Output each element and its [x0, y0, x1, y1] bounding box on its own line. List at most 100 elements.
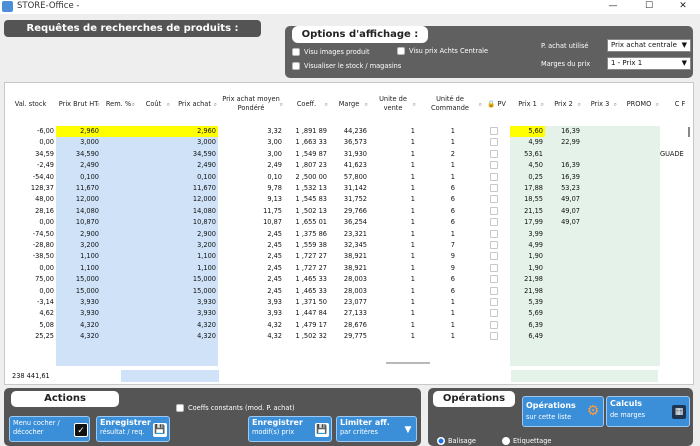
col-header-prix-brut[interactable]: Prix Brut HT ⌕	[58, 99, 100, 109]
col-header-pv[interactable]: 🔒 PV	[487, 99, 506, 108]
pv-checkbox[interactable]	[490, 332, 498, 341]
col-header-prix2[interactable]: Prix 2 ⌕	[554, 99, 581, 109]
radio-icon[interactable]	[502, 437, 510, 445]
search-icon[interactable]: ⌕	[577, 101, 581, 108]
table-row[interactable]: 34,59 34,590 34,590 3,00 1 ,549 87 31,930 1 2 53…	[5, 149, 693, 160]
table-row[interactable]: -38,50 1,100 1,100 2,45 1 ,727 27 38,921 1 9 1,9…	[5, 251, 693, 262]
table-row[interactable]: -3,14 3,930 3,930 3,93 1 ,371 50 23,077 1 1 5,39	[5, 297, 693, 308]
pv-checkbox[interactable]	[490, 149, 498, 158]
search-icon[interactable]: ⌕	[655, 101, 659, 108]
save-price-changes-button[interactable]: Enregistrer modif(s) prix 💾	[248, 416, 332, 442]
checkbox-icon[interactable]	[292, 62, 300, 70]
pv-checkbox[interactable]	[490, 172, 498, 181]
pv-checkbox[interactable]	[490, 241, 498, 249]
radio-balisage[interactable]: Balisage	[437, 436, 476, 446]
pv-checkbox[interactable]	[490, 320, 498, 329]
col-header-cout[interactable]: Coût ⌕	[145, 99, 170, 109]
col-header-prix1[interactable]: Prix 1 ⌕	[518, 99, 544, 109]
table-row[interactable]: 0,00 15,000 15,000 2,45 1 ,465 33 28,003 1 6 21,…	[5, 286, 693, 297]
pv-checkbox[interactable]	[490, 275, 498, 284]
table-row[interactable]: 0,00 3,000 3,000 3,00 1 ,663 33 36,573 1 1 4,99 2…	[5, 137, 693, 148]
marges-select[interactable]: 1 - Prix 1 ▼	[607, 57, 691, 70]
limit-display-button[interactable]: Limiter aff. par critères ▼	[336, 416, 417, 442]
search-icon[interactable]: ⌕	[613, 101, 617, 108]
menu-cocher-button[interactable]: Menu cocher / décocher ✓	[9, 416, 90, 442]
col-header-prix3[interactable]: Prix 3 ⌕	[590, 99, 617, 109]
col-header-coeff[interactable]: Coeff. ⌕	[296, 99, 328, 109]
checkbox-icon[interactable]	[176, 404, 184, 412]
pv-checkbox[interactable]	[490, 184, 498, 192]
search-icon[interactable]: ⌕	[412, 101, 416, 108]
table-row[interactable]: 28,16 14,080 14,080 11,75 1 ,502 13 29,766 1 6 2…	[5, 206, 693, 217]
table-row[interactable]: 25,25 4,320 4,320 4,32 1 ,502 32 29,775 1 1 6,49	[5, 331, 693, 342]
cell-marge: 38,921	[343, 263, 367, 272]
search-icon[interactable]: ⌕	[324, 101, 328, 108]
table-row[interactable]: 128,37 11,670 11,670 9,78 1 ,532 13 31,142 1 6 1…	[5, 183, 693, 194]
col-header-pmp[interactable]: Prix achat moyen Pondéré ⌕	[222, 95, 283, 112]
search-icon[interactable]: ⌕	[96, 101, 100, 108]
checkbox-icon[interactable]	[397, 47, 405, 55]
pv-checkbox[interactable]	[490, 252, 498, 261]
pv-checkbox[interactable]	[490, 309, 498, 318]
col-header-c[interactable]: C F	[674, 99, 686, 108]
save-result-button[interactable]: Enregistrer résultat / req. 💾	[96, 416, 170, 442]
search-icon[interactable]: ⌕	[478, 101, 482, 108]
pv-checkbox[interactable]	[490, 206, 498, 215]
pv-checkbox[interactable]	[490, 138, 498, 147]
visu-images-checkbox[interactable]: Visu images produit	[292, 47, 370, 57]
coeffs-constants-checkbox[interactable]: Coeffs constants (mod. P. achat)	[176, 404, 295, 413]
table-row[interactable]: -2,49 2,490 2,490 2,49 1 ,807 23 41,623 1 1 4,50…	[5, 160, 693, 171]
radio-etiquettage[interactable]: Etiquettage	[502, 436, 551, 446]
table-row[interactable]: 4,62 3,930 3,930 3,93 1 ,447 84 27,133 1 1 5,69	[5, 308, 693, 319]
cell-achat: 2,490	[197, 161, 216, 170]
table-row[interactable]: 48,00 12,000 12,000 9,13 1 ,545 83 31,752 1 6 18…	[5, 194, 693, 205]
cell-rem	[101, 194, 136, 205]
col-header-promo[interactable]: PROMO ⌕	[626, 99, 659, 109]
table-row[interactable]: -28,80 3,200 3,200 2,45 1 ,559 38 32,345 1 7 4,9…	[5, 240, 693, 251]
cell-uv: 1	[410, 127, 415, 135]
visualiser-stock-checkbox[interactable]: Visualiser le stock / magasins	[292, 61, 401, 71]
pv-checkbox[interactable]	[490, 127, 498, 135]
col-header-val-stock[interactable]: Val. stock	[14, 99, 47, 108]
vertical-scrollbar[interactable]	[688, 127, 690, 137]
pv-checkbox[interactable]	[490, 195, 498, 204]
visu-prix-achts-checkbox[interactable]: Visu prix Achts Centrale	[397, 46, 488, 56]
pv-checkbox[interactable]	[490, 286, 498, 295]
search-icon[interactable]: ⌕	[213, 101, 217, 108]
pv-checkbox[interactable]	[490, 218, 498, 227]
table-row[interactable]: 75,00 15,000 15,000 2,45 1 ,465 33 28,003 1 6 21…	[5, 274, 693, 285]
close-button[interactable]: ✕	[679, 1, 687, 11]
pv-checkbox[interactable]	[490, 229, 498, 238]
cell-uv: 1	[410, 229, 415, 238]
col-header-prix-achat[interactable]: Prix achat ⌕	[178, 99, 217, 109]
radio-selected-icon[interactable]	[437, 437, 445, 445]
cell-coeff: 1 ,532 13	[295, 184, 327, 192]
cell-p1: 53,61	[524, 149, 543, 158]
operations-button[interactable]: Opérations sur cette liste ⚙	[522, 396, 604, 427]
visualiser-stock-label: Visualiser le stock / magasins	[304, 62, 402, 70]
calculs-marges-button[interactable]: Calculs de marges ▦	[606, 396, 690, 427]
search-icon[interactable]: ⌕	[364, 101, 368, 108]
search-icon[interactable]: ⌕	[279, 101, 283, 108]
table-row[interactable]: -6,00 2,960 2,960 3,32 1 ,891 89 44,236 1 1 5,60…	[5, 126, 693, 138]
minimize-button[interactable]: —	[608, 1, 618, 11]
table-row[interactable]: -74,50 2,900 2,900 2,45 1 ,375 86 23,321 1 1 3,9…	[5, 229, 693, 240]
table-row[interactable]: 5,08 4,320 4,320 4,32 1 ,479 17 28,676 1 1 6,39	[5, 320, 693, 331]
col-header-unite-vente[interactable]: Unite de vente ⌕	[379, 95, 416, 112]
search-icon[interactable]: ⌕	[166, 101, 170, 108]
p-achat-select[interactable]: Prix achat centrale ▼	[607, 39, 691, 52]
pv-checkbox[interactable]	[490, 161, 498, 170]
col-header-unite-commande[interactable]: Unité de Commande ⌕	[431, 95, 482, 112]
search-icon[interactable]: ⌕	[540, 101, 544, 108]
col-header-rem[interactable]: Rem. % ⌕	[105, 99, 135, 109]
maximize-button[interactable]: ☐	[644, 1, 654, 11]
horizontal-scrollbar[interactable]	[386, 362, 430, 364]
search-icon[interactable]: ⌕	[131, 101, 135, 108]
checkbox-icon[interactable]	[292, 48, 300, 56]
pv-checkbox[interactable]	[490, 298, 498, 306]
pv-checkbox[interactable]	[490, 263, 498, 272]
col-header-marge[interactable]: Marge ⌕	[338, 99, 368, 109]
table-row[interactable]: -54,40 0,100 0,100 0,10 2 ,500 00 57,800 1 1 0,2…	[5, 172, 693, 183]
table-row[interactable]: 0,00 1,100 1,100 2,45 1 ,727 27 38,921 1 9 1,90	[5, 263, 693, 274]
table-row[interactable]: 0,00 10,870 10,870 10,87 1 ,655 01 36,254 1 6 17…	[5, 217, 693, 228]
